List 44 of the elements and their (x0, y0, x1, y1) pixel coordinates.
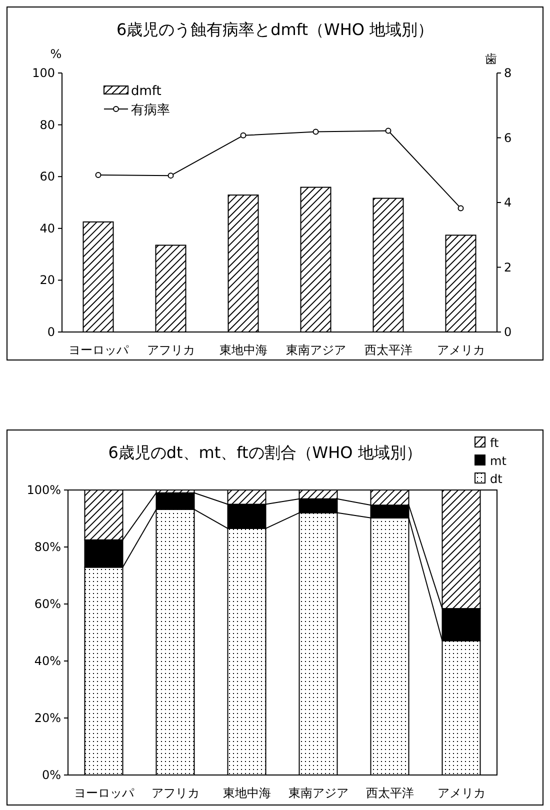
y2-tick-label: 4 (504, 196, 512, 210)
legend-label: mt (490, 454, 507, 468)
y2-tick-label: 0 (504, 325, 512, 339)
legend-label: ft (490, 436, 500, 450)
legend-label: dmft (131, 84, 162, 99)
point (312, 128, 319, 135)
x-tick-label: 東南アジア (286, 343, 346, 357)
y-tick-label: 100% (26, 483, 61, 497)
chart-title: 6歳児のう蝕有病率とdmft（WHO 地域別） (116, 20, 434, 39)
y-tick-label: 80% (34, 540, 61, 554)
point (95, 172, 102, 178)
y-tick-label: 20% (34, 711, 61, 725)
y-tick-label: 80 (40, 118, 55, 132)
y2-tick-label: 2 (504, 260, 512, 274)
x-tick-label: 東地中海 (219, 343, 268, 357)
y-axis-title: % (50, 47, 62, 61)
point (240, 132, 246, 138)
y-tick-label: 0% (42, 768, 61, 782)
point (168, 172, 174, 179)
legend-label: dt (490, 472, 503, 486)
x-tick-label: ヨーロッパ (74, 786, 135, 800)
y2-tick-label: 6 (504, 130, 512, 145)
x-tick-label: 東地中海 (222, 786, 271, 800)
legend-label: 有病率 (131, 102, 170, 118)
y-tick-label: 20 (40, 273, 55, 288)
y2-tick-label: 8 (504, 66, 512, 80)
x-tick-label: アメリカ (437, 786, 486, 800)
x-tick-label: アフリカ (151, 786, 200, 800)
y-tick-label: 60 (40, 170, 55, 184)
x-tick-label: 西太平洋 (366, 786, 414, 800)
y-tick-label: 0 (47, 325, 55, 339)
y-tick-label: 40 (40, 221, 55, 236)
y-tick-label: 60% (34, 597, 61, 611)
y-tick-label: 40% (34, 654, 61, 668)
x-tick-label: 東南アジア (288, 786, 348, 800)
y2-axis-title: 歯 (485, 52, 497, 66)
y-tick-label: 100 (32, 66, 55, 80)
x-tick-label: アフリカ (146, 343, 195, 357)
x-tick-label: 西太平洋 (364, 343, 412, 357)
point (458, 205, 464, 212)
point (385, 128, 392, 134)
x-tick-label: ヨーロッパ (68, 343, 130, 357)
chart-title: 6歳児のdt、mt、ftの割合（WHO 地域別） (108, 443, 422, 462)
x-tick-label: アメリカ (436, 343, 485, 357)
